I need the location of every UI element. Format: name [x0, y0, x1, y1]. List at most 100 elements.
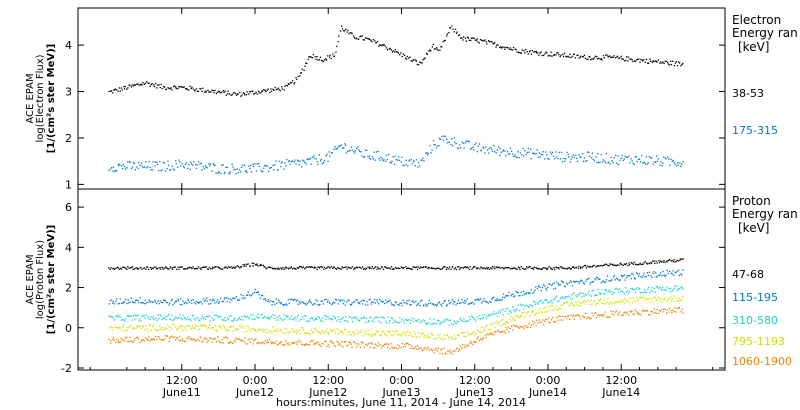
electron-data-point [240, 166, 243, 169]
proton-data-point [390, 343, 392, 345]
proton-data-point [169, 318, 171, 320]
electron-data-point [473, 37, 475, 39]
electron-data-point [653, 60, 655, 63]
proton-data-point [495, 300, 497, 302]
electron-data-point [150, 83, 152, 86]
electron-data-point [285, 84, 287, 86]
proton-data-point [293, 299, 295, 301]
proton-data-point [328, 333, 330, 335]
proton-data-point [666, 286, 668, 288]
proton-data-point [302, 301, 304, 303]
proton-data-point [189, 318, 191, 320]
proton-data-point [590, 281, 592, 283]
electron-data-point [348, 33, 350, 35]
proton-data-point [339, 343, 341, 345]
proton-data-point [456, 320, 458, 322]
proton-data-point [159, 268, 161, 270]
proton-data-point [206, 341, 208, 343]
proton-data-point [588, 266, 590, 268]
electron-data-point [199, 163, 201, 165]
proton-data-point [138, 320, 140, 322]
proton-data-point [571, 266, 573, 268]
electron-data-point [147, 166, 149, 168]
proton-data-point [279, 342, 281, 344]
proton-data-point [507, 326, 509, 328]
electron-data-point [349, 150, 351, 152]
proton-data-point [524, 304, 527, 307]
proton-series-47-68 [108, 258, 684, 271]
electron-data-point [291, 160, 293, 162]
proton-data-point [194, 302, 196, 304]
proton-data-point [433, 352, 435, 354]
electron-data-point [385, 47, 388, 49]
proton-data-point [660, 272, 662, 274]
electron-data-point [333, 148, 335, 150]
electron-data-point [462, 142, 464, 144]
electron-data-point [674, 62, 677, 64]
proton-data-point [467, 344, 469, 347]
proton-data-point [515, 315, 517, 318]
proton-data-point [435, 323, 438, 325]
proton-data-point [675, 311, 677, 313]
electron-data-point [573, 53, 576, 56]
electron-data-point [461, 141, 463, 143]
proton-data-point [348, 267, 350, 269]
proton-data-point [423, 348, 425, 350]
electron-data-point [518, 156, 520, 159]
electron-data-point [667, 63, 669, 65]
proton-data-point [125, 298, 127, 301]
proton-data-point [459, 345, 462, 348]
proton-data-point [355, 299, 357, 301]
proton-data-point [245, 343, 247, 345]
proton-data-point [154, 328, 156, 330]
electron-data-point [502, 150, 504, 152]
proton-data-point [420, 266, 422, 268]
proton-data-point [298, 329, 300, 331]
electron-data-point [332, 53, 334, 55]
electron-data-point [668, 158, 670, 160]
electron-data-point [273, 169, 275, 171]
proton-data-point [541, 286, 544, 289]
proton-data-point [581, 280, 583, 282]
proton-data-point [599, 315, 601, 317]
proton-data-point [283, 344, 285, 346]
proton-data-point [308, 321, 310, 323]
electron-data-point [350, 146, 352, 148]
proton-data-point [550, 319, 553, 321]
proton-data-point [334, 316, 336, 319]
electron-data-point [633, 163, 635, 166]
proton-data-point [629, 275, 631, 277]
proton-data-point [362, 299, 364, 301]
proton-data-point [618, 288, 621, 290]
proton-data-point [283, 318, 286, 320]
proton-data-point [405, 334, 407, 336]
proton-data-point [591, 289, 593, 292]
proton-data-point [414, 333, 416, 335]
proton-data-point [488, 315, 490, 317]
proton-data-point [446, 319, 448, 321]
proton-data-point [365, 267, 368, 270]
proton-data-point [579, 280, 581, 282]
proton-data-point [540, 299, 542, 301]
electron-data-point [481, 39, 483, 41]
proton-data-point [183, 302, 185, 304]
electron-data-point [284, 162, 286, 164]
electron-data-point [156, 161, 158, 163]
proton-data-point [338, 328, 340, 330]
proton-data-point [265, 268, 267, 270]
electron-data-point [653, 161, 655, 163]
proton-data-point [292, 329, 294, 331]
proton-data-point [646, 310, 648, 312]
proton-data-point [336, 320, 338, 322]
proton-data-point [367, 343, 369, 345]
electron-data-point [656, 160, 658, 162]
proton-data-point [289, 318, 292, 320]
proton-data-point [119, 341, 121, 343]
electron-data-point [490, 146, 492, 149]
proton-data-point [165, 315, 167, 317]
proton-data-point [409, 331, 411, 333]
proton-data-point [182, 300, 184, 302]
proton-data-point [634, 263, 637, 265]
proton-data-point [421, 266, 423, 269]
electron-data-point [530, 53, 532, 55]
